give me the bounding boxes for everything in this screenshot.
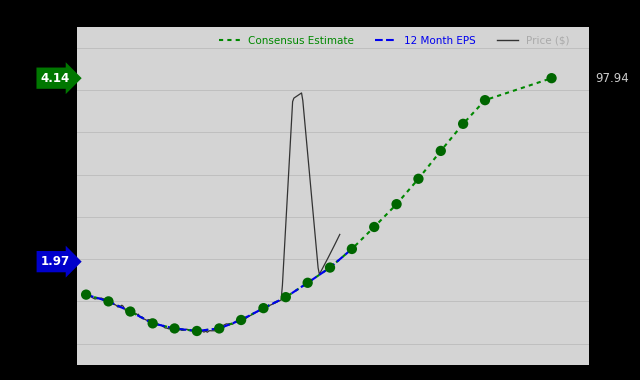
Point — [392, 201, 402, 207]
Point — [81, 291, 92, 298]
Point — [436, 148, 446, 154]
Point — [192, 328, 202, 334]
Point — [413, 176, 424, 182]
Point — [369, 224, 380, 230]
Point — [325, 264, 335, 271]
Point — [347, 246, 357, 252]
Point — [236, 317, 246, 323]
Point — [214, 325, 225, 331]
Legend: Consensus Estimate, 12 Month EPS, Price ($): Consensus Estimate, 12 Month EPS, Price … — [215, 32, 573, 50]
Text: 4.14: 4.14 — [40, 72, 70, 85]
Point — [148, 320, 158, 326]
Text: 97.94: 97.94 — [596, 72, 630, 85]
Point — [547, 75, 557, 81]
Point — [281, 294, 291, 300]
Point — [480, 97, 490, 103]
Point — [103, 298, 113, 304]
Point — [125, 309, 136, 315]
Text: 1.97: 1.97 — [41, 255, 70, 268]
Point — [259, 305, 269, 311]
Point — [458, 121, 468, 127]
Point — [170, 325, 180, 331]
Point — [303, 280, 313, 286]
